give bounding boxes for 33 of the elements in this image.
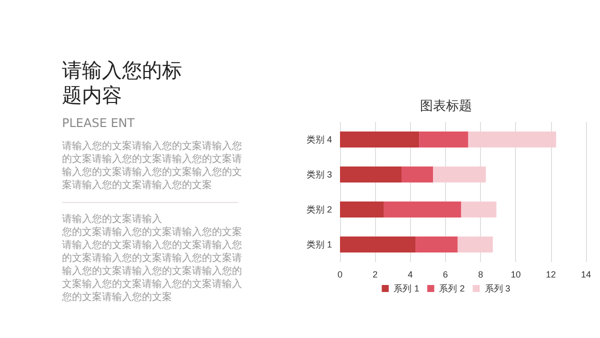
y-tick-label: 类别 4	[306, 134, 332, 144]
bar	[461, 201, 496, 218]
text: 请输入您的标题内容	[62, 58, 183, 108]
bar	[433, 166, 486, 183]
bar	[416, 236, 458, 253]
y-tick-label: 类别 3	[306, 170, 332, 180]
bar	[402, 166, 434, 183]
x-tick-label: 0	[337, 270, 343, 280]
legend-label: 系列 3	[484, 284, 510, 294]
bar	[340, 236, 416, 253]
bar	[384, 201, 462, 218]
bar	[340, 131, 420, 148]
text: PLEASE ENT	[62, 116, 136, 130]
x-tick-label: 4	[408, 270, 413, 280]
x-tick-label: 8	[478, 270, 484, 280]
legend-label: 系列 2	[439, 284, 465, 294]
chart-title: 图表标题	[420, 98, 472, 113]
y-tick-label: 类别 1	[306, 240, 332, 250]
bar	[419, 131, 468, 148]
text: 请输入您的文案请输入您的文案请输入您的文案请输入您的文案请输入您的文案请输入您的文案请输入您的文案输入您的文案请输入您的文案请输入您的文案	[62, 140, 242, 192]
legend-label: 系列 1	[394, 284, 420, 294]
bar	[458, 236, 493, 253]
x-tick-label: 10	[510, 270, 521, 280]
text: 请输入您的文案请输入	[62, 213, 163, 226]
x-tick-label: 2	[372, 270, 378, 280]
text: 您的文案请输入您的文案请输入您的文案请输入您的文案请输入您的文案请输入您的文案请输入您的文案请输入您的文案请输入您的文案请输入您的文案请输入您的文案输入您的文案请输入您的文案请输入您的文案请输入您的文案	[62, 226, 242, 304]
bar	[340, 201, 384, 218]
x-tick-label: 14	[580, 270, 592, 280]
bar	[340, 166, 402, 183]
y-tick-label: 类别 2	[306, 204, 332, 214]
x-tick-label: 12	[546, 270, 556, 280]
bar	[468, 131, 556, 148]
x-tick-label: 6	[442, 270, 448, 280]
